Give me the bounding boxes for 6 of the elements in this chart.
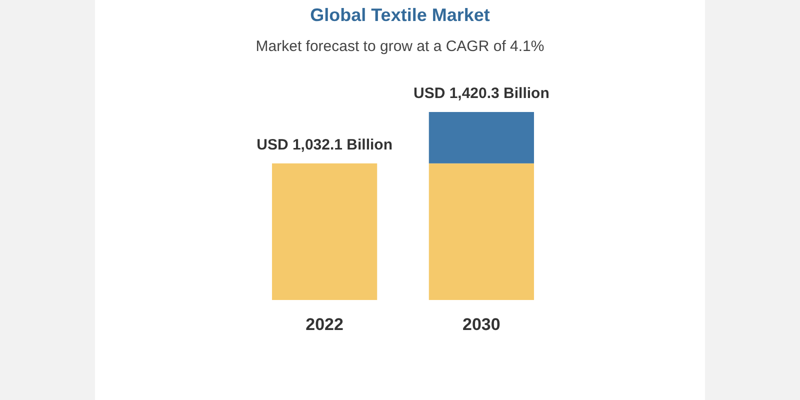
chart-subtitle: Market forecast to grow at a CAGR of 4.1% [256,38,544,55]
x-tick-label: 2030 [462,315,500,334]
chart-title: Global Textile Market [310,5,490,25]
data-label: USD 1,032.1 Billion [256,136,392,154]
total-label: USD 1,420.3 Billion [414,85,550,102]
x-tick-label: 2022 [306,315,344,334]
